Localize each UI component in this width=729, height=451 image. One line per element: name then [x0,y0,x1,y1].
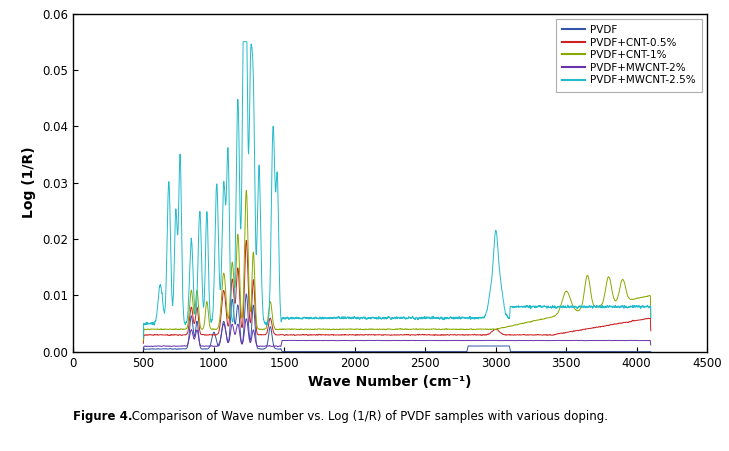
PVDF+CNT-0.5% [352,332,361,337]
PVDF+CNT-0.5% [647,328,655,333]
PVDF+CNT-1% [381,327,389,332]
PVDF [139,348,148,353]
PVDF+CNT-1% [647,314,655,320]
PVDF [381,349,389,354]
PVDF+CNT-0.5% [507,332,516,337]
PVDF+CNT-0.5% [242,238,251,243]
PVDF+MWCNT-2.5% [352,316,361,322]
PVDF+MWCNT-2% [381,338,389,343]
PVDF [242,291,251,297]
PVDF+CNT-0.5% [631,318,639,323]
PVDF+CNT-1% [631,296,639,302]
Text: Comparison of Wave number vs. Log (1/R) of PVDF samples with various doping.: Comparison of Wave number vs. Log (1/R) … [128,410,607,423]
PVDF+MWCNT-2.5% [356,315,365,321]
PVDF+CNT-1% [352,327,361,332]
PVDF+MWCNT-2% [606,338,615,343]
Line: PVDF+MWCNT-2%: PVDF+MWCNT-2% [144,319,651,349]
PVDF+CNT-0.5% [356,332,365,337]
PVDF+MWCNT-2.5% [139,335,148,340]
PVDF+CNT-1% [139,338,148,343]
Line: PVDF: PVDF [144,294,651,352]
PVDF+CNT-1% [242,188,251,193]
PVDF+CNT-0.5% [381,332,389,337]
PVDF+MWCNT-2% [352,338,361,343]
Legend: PVDF, PVDF+CNT-0.5%, PVDF+CNT-1%, PVDF+MWCNT-2%, PVDF+MWCNT-2.5%: PVDF, PVDF+CNT-0.5%, PVDF+CNT-1%, PVDF+M… [555,19,702,92]
PVDF+MWCNT-2% [647,342,655,348]
PVDF+CNT-1% [507,323,516,328]
PVDF+MWCNT-2.5% [631,304,639,310]
PVDF+MWCNT-2% [139,346,148,352]
PVDF+CNT-0.5% [139,341,148,346]
PVDF [356,349,365,354]
PVDF+CNT-1% [356,327,365,332]
PVDF [352,349,361,354]
PVDF+MWCNT-2.5% [381,316,389,322]
Y-axis label: Log (1/R): Log (1/R) [23,147,36,218]
PVDF+MWCNT-2% [356,338,365,343]
PVDF+MWCNT-2.5% [606,303,615,308]
X-axis label: Wave Number (cm⁻¹): Wave Number (cm⁻¹) [308,375,472,389]
PVDF [647,349,655,354]
Line: PVDF+CNT-1%: PVDF+CNT-1% [144,190,651,341]
PVDF+MWCNT-2% [507,338,516,343]
PVDF [606,349,615,354]
PVDF+MWCNT-2.5% [239,39,248,45]
PVDF [631,349,639,354]
PVDF+CNT-0.5% [606,322,615,328]
PVDF [507,349,516,354]
Text: Figure 4.: Figure 4. [73,410,133,423]
PVDF+MWCNT-2.5% [507,304,516,310]
PVDF+CNT-1% [606,277,615,282]
PVDF+MWCNT-2% [631,338,639,343]
Line: PVDF+MWCNT-2.5%: PVDF+MWCNT-2.5% [144,42,651,337]
PVDF+MWCNT-2% [242,316,251,322]
PVDF+MWCNT-2.5% [647,315,655,320]
Line: PVDF+CNT-0.5%: PVDF+CNT-0.5% [144,240,651,343]
